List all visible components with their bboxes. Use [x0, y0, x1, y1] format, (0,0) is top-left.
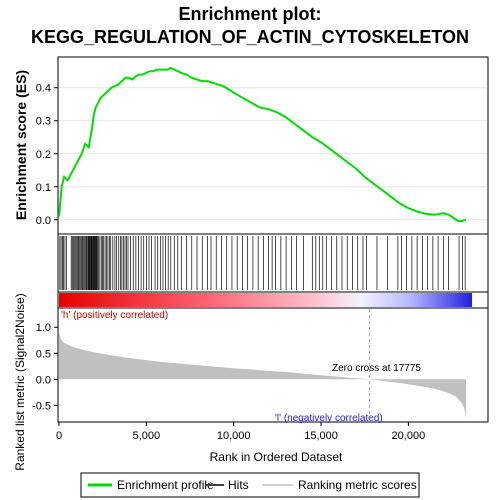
- x-tick-label: 20,000: [392, 430, 426, 442]
- chart-title-line2: KEGG_REGULATION_OF_ACTIN_CYTOSKELETON: [30, 27, 470, 47]
- pos-correlated-label: 'h' (positively correlated): [61, 310, 168, 321]
- x-tick-label: 15,000: [304, 430, 338, 442]
- neg-correlated-label: 'l' (negatively correlated): [275, 413, 383, 424]
- legend-metric-label: Ranking metric scores: [298, 478, 417, 492]
- metric-panel-frame: [57, 307, 489, 423]
- metric-y-tick-label: -0.5: [32, 400, 51, 412]
- es-y-tick-label: 0.3: [36, 116, 51, 128]
- metric-axis-label: Ranked list metric (Signal2Noise): [13, 293, 27, 470]
- x-axis-label: Rank in Ordered Dataset: [210, 450, 343, 464]
- legend-enrichment-label: Enrichment profile: [117, 478, 214, 492]
- metric-y-tick-label: 0.5: [36, 348, 51, 360]
- ranking-metric-area: [59, 332, 466, 419]
- zero-cross-label: Zero cross at 17775: [332, 363, 421, 374]
- es-y-tick-label: 0.1: [36, 182, 51, 194]
- chart-title-line1: Enrichment plot:: [178, 4, 322, 24]
- metric-y-tick-label: 1.0: [36, 322, 51, 334]
- x-tick-label: 0: [56, 430, 62, 442]
- hits-panel-frame: [57, 233, 489, 293]
- enrichment-profile-line: [58, 66, 467, 223]
- x-tick-label: 10,000: [217, 430, 251, 442]
- es-y-tick-label: 0.4: [36, 83, 51, 95]
- x-tick-label: 5,000: [133, 430, 161, 442]
- ranking-color-bar: [59, 293, 472, 307]
- es-y-tick-label: 0.2: [36, 149, 51, 161]
- es-axis-label: Enrichment score (ES): [13, 70, 29, 220]
- metric-y-tick-label: 0.0: [36, 374, 51, 386]
- legend-hits-label: Hits: [228, 478, 249, 492]
- legend-box: [80, 472, 420, 498]
- es-panel-frame: [57, 56, 489, 235]
- es-y-tick-label: 0.0: [36, 215, 51, 227]
